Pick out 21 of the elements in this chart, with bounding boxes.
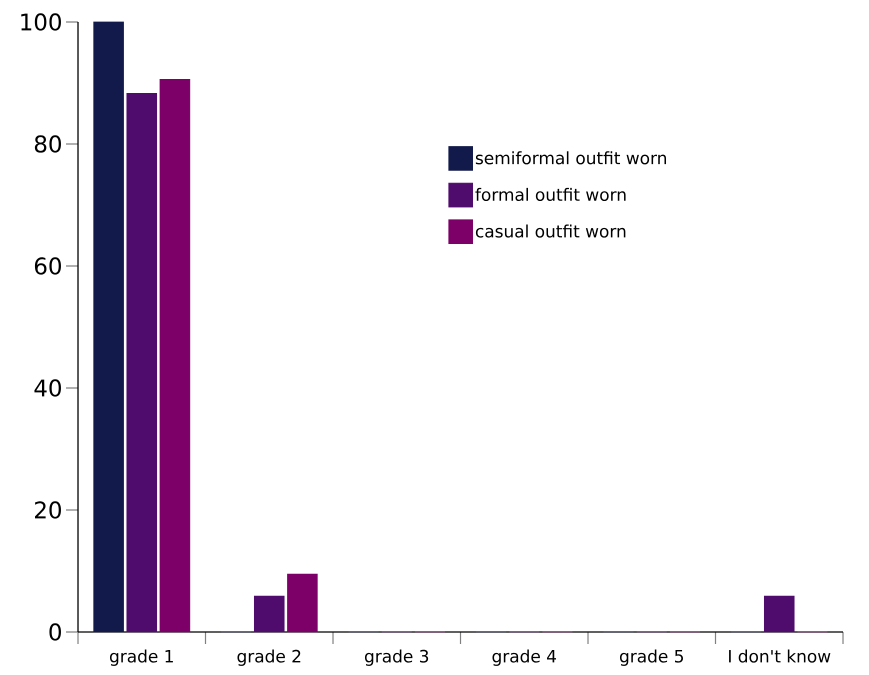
y-tick-label: 80 (34, 135, 61, 153)
y-tick-label: 100 (21, 13, 61, 31)
y-tick-label: 60 (34, 257, 61, 275)
y-tick-label: 40 (34, 379, 61, 397)
bar (254, 596, 285, 632)
x-tick-label: I don't know (729, 650, 830, 663)
x-tick-label: grade 1 (110, 650, 173, 666)
x-tick-label: grade 3 (364, 650, 428, 666)
bar (287, 574, 318, 632)
bar (764, 596, 795, 632)
x-tick-label: grade 2 (237, 650, 300, 666)
y-tick-label: 20 (35, 501, 61, 519)
x-tick-label: grade 4 (492, 650, 556, 666)
legend-label: formal outfit worn (475, 188, 626, 201)
bar (93, 22, 124, 632)
bar (126, 93, 158, 632)
y-tick-label: 0 (49, 623, 61, 641)
x-tick-label: grade 5 (620, 650, 683, 666)
legend-label: semiformal outfit worn (476, 151, 666, 164)
legend-label: casual outfit worn (476, 224, 626, 238)
bar (160, 79, 190, 632)
